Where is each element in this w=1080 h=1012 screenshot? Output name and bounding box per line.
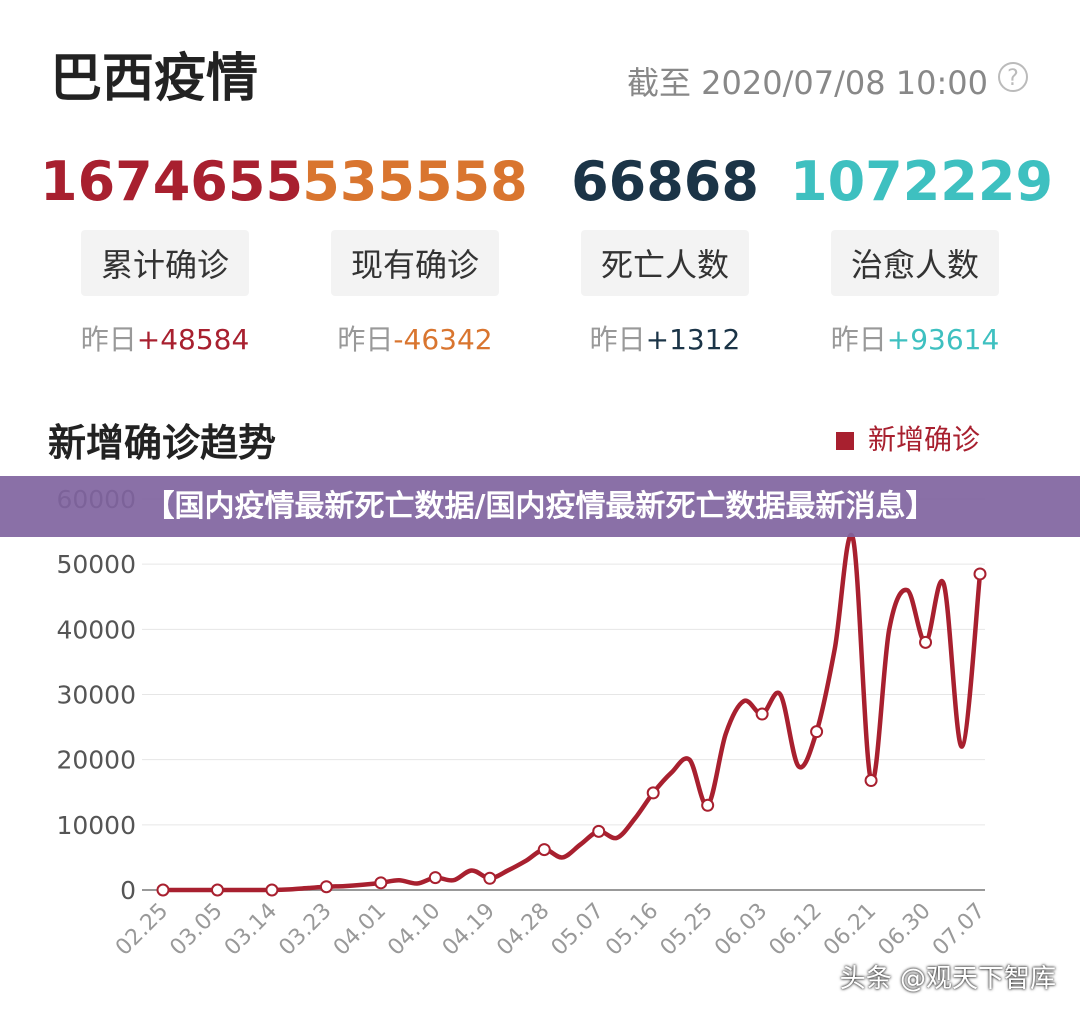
delta-prefix: 昨日 [830,323,887,356]
delta-prefix: 昨日 [337,323,394,356]
y-tick-label: 30000 [56,681,136,710]
stat-label: 累计确诊 [80,230,249,296]
x-tick-label: 06.03 [710,899,772,961]
point-marker [156,883,170,897]
y-tick-label: 20000 [56,746,136,775]
stat-delta: 昨日-46342 [290,318,540,358]
chart-title: 新增确诊趋势 [48,421,277,465]
x-tick-label: 04.10 [383,899,445,961]
point-marker [374,876,388,890]
stat-label: 现有确诊 [330,230,499,296]
point-marker [646,786,660,800]
x-tick-label: 05.25 [656,899,718,961]
x-tick-label: 04.19 [438,899,500,961]
x-tick-label: 02.25 [111,899,173,961]
watermark: 头条 @观天下智库 [839,964,1056,994]
stat-delta: 昨日+1312 [540,318,790,358]
point-marker [919,635,933,649]
point-marker [810,725,824,739]
y-tick-label: 10000 [56,811,136,840]
point-marker [701,798,715,812]
stat: 66868 死亡人数昨日+1312 [540,150,790,358]
delta-prefix: 昨日 [589,323,646,356]
x-tick-label: 06.12 [765,899,827,961]
page-title: 巴西疫情 [50,49,259,109]
x-tick-label: 06.30 [874,899,936,961]
stat-delta: 昨日+93614 [790,318,1040,358]
y-tick-label: 40000 [56,615,136,644]
point-marker [864,774,878,788]
delta-value: +93614 [886,323,1000,356]
as-of: 截至 2020/07/08 10:00 [626,64,988,102]
y-tick-label: 0 [120,876,136,905]
delta-value: -46342 [393,323,493,356]
delta-value: +48584 [136,323,250,356]
x-tick-label: 07.07 [928,899,990,961]
stat-value: 1072229 [790,150,1054,213]
delta-prefix: 昨日 [80,323,137,356]
legend-swatch [835,432,854,450]
point-marker [265,883,279,897]
point-marker [973,567,987,581]
x-tick-label: 04.01 [329,899,391,961]
x-tick-label: 05.16 [601,899,663,961]
legend: 新增确诊 [835,418,980,458]
line [163,532,983,893]
stat-value: 535558 [302,150,528,213]
x-tick-label: 06.21 [819,899,881,961]
point-marker [319,880,333,894]
banner: 【国内疫情最新死亡数据/国内疫情最新死亡数据最新消息】 [0,476,1080,537]
stat: 1072229 治愈人数昨日+93614 [790,150,1054,358]
stat-value: 1674655 [40,150,304,213]
x-tick-label: 03.05 [165,899,227,961]
stat-delta: 昨日+48584 [40,318,290,358]
stat: 535558 现有确诊昨日-46342 [290,150,540,358]
delta-value: +1312 [645,323,741,356]
x-tick-label: 05.07 [547,899,609,961]
stat: 1674655 累计确诊昨日+48584 [40,150,304,358]
y-tick-label: 50000 [56,550,136,579]
point-marker [592,824,606,838]
stat-value: 66868 [571,150,759,213]
stat-label: 死亡人数 [580,230,749,296]
x-tick-label: 04.28 [492,899,554,961]
x-tick-label: 03.14 [220,899,282,961]
x-tick-label: 03.23 [274,899,336,961]
help-icon[interactable]: ? [998,62,1028,92]
point-marker [537,843,551,857]
point-marker [428,871,442,885]
point-marker [483,871,497,885]
point-marker [210,883,224,897]
stat-label: 治愈人数 [830,230,999,296]
point-marker [755,707,769,721]
legend-label: 新增确诊 [867,423,980,456]
